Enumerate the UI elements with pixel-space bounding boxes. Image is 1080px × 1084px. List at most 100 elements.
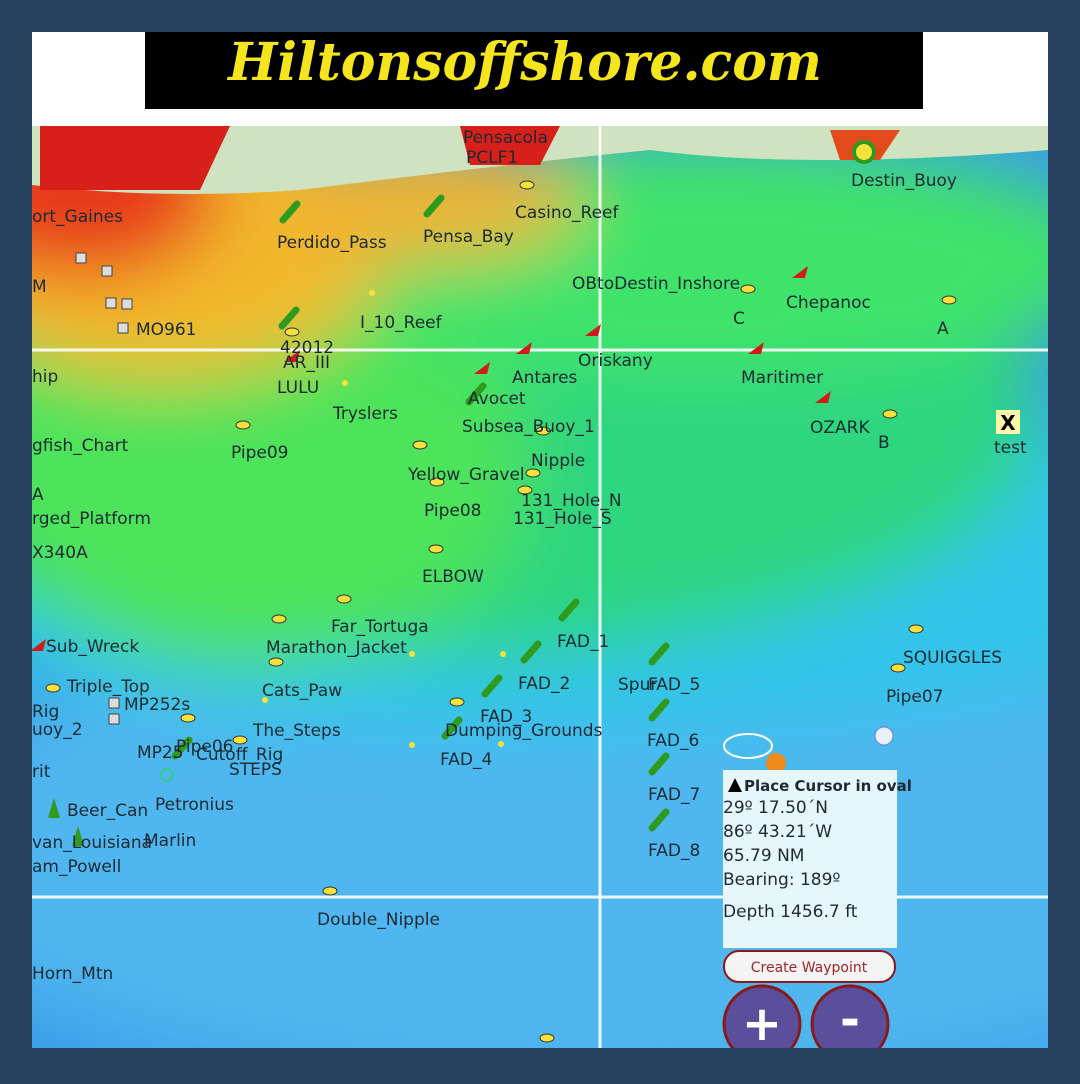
map-label: Cutoff_Rig (196, 745, 283, 765)
map-label: 42012 (280, 338, 334, 358)
wreck-icon (748, 342, 764, 354)
zoom-in-button[interactable]: + (722, 984, 802, 1062)
platform-icon (108, 697, 120, 709)
info-latitude: 29º 17.50´N (723, 798, 828, 818)
fish-icon (428, 544, 444, 554)
map-label: Pipe09 (231, 443, 288, 463)
test-marker: X (1000, 411, 1016, 435)
lure-icon (441, 716, 463, 740)
fish-icon (284, 327, 300, 337)
info-bearing: Bearing: 189º (723, 870, 840, 890)
map-label: Pensa_Bay (423, 227, 514, 247)
fish-icon (525, 468, 541, 478)
map-label: FAD_7 (648, 785, 700, 805)
map-label: SQUIGGLES (903, 648, 1002, 668)
fish-icon (412, 440, 428, 450)
map-label: FAD_6 (647, 731, 699, 751)
map-label: A (32, 485, 44, 505)
fish-icon (908, 624, 924, 634)
map-label: MP25 (137, 743, 184, 763)
map-label: Avocet (468, 389, 526, 409)
point-icon (369, 290, 375, 296)
lure-icon (648, 642, 670, 666)
point-icon (409, 742, 415, 748)
lure-icon (465, 382, 487, 406)
map-label: Far_Tortuga (331, 617, 429, 637)
map-label: Pipe08 (424, 501, 481, 521)
fish-icon (535, 426, 551, 436)
fish-icon (235, 420, 251, 430)
fish-icon (268, 657, 284, 667)
create-waypoint-button[interactable]: Create Waypoint (723, 950, 896, 983)
fish-icon (890, 663, 906, 673)
map-label: Beer_Can (67, 801, 148, 821)
marker-icon (160, 768, 174, 782)
fish-icon (740, 284, 756, 294)
map-label: M (32, 277, 47, 297)
lure-icon (171, 736, 193, 760)
map-label: gfish_Chart (32, 436, 129, 456)
map-label: Petronius (155, 795, 234, 815)
map-label: Cats_Paw (262, 681, 342, 701)
map-label: ELBOW (422, 567, 484, 587)
map-label: Destin_Buoy (851, 171, 957, 191)
map-label: C (733, 309, 745, 329)
lure-icon (558, 598, 580, 622)
map-label: OBtoDestin_Inshore (572, 274, 740, 294)
fish-icon (429, 477, 445, 487)
lure-icon (520, 640, 542, 664)
platform-icon (75, 252, 87, 264)
map-label: FAD_3 (480, 707, 532, 727)
map-label: Rig (32, 702, 59, 722)
map-label: 131_Hole_N (521, 491, 622, 511)
platform-icon (121, 298, 133, 310)
lure-icon (648, 752, 670, 776)
point-icon (500, 651, 506, 657)
wreck-icon (585, 324, 601, 336)
lure-icon (278, 306, 300, 330)
map-label: I_10_Reef (360, 313, 443, 333)
map-label: MO961 (136, 320, 197, 340)
map-label: Chepanoc (786, 293, 871, 313)
map-label: AR_III (283, 353, 330, 373)
map-label: FAD_5 (648, 675, 700, 695)
map-label: B (878, 433, 890, 453)
map-label: Oriskany (578, 351, 653, 371)
point-icon (409, 651, 415, 657)
wreck-icon (474, 362, 490, 374)
map-label: PCLF1 (466, 148, 518, 168)
point-icon (498, 741, 504, 747)
platform-icon (117, 322, 129, 334)
point-icon (342, 380, 348, 386)
map-label: ort_Gaines (32, 207, 123, 227)
fish-icon (517, 485, 533, 495)
map-label: uoy_2 (32, 720, 83, 740)
map-label: A (937, 319, 949, 339)
map-label: Nipple (531, 451, 585, 471)
fish-icon (322, 886, 338, 896)
info-prompt: Place Cursor in oval (744, 777, 912, 795)
rig-icon (48, 798, 60, 818)
create-waypoint-label: Create Waypoint (751, 960, 868, 976)
map-label: test (994, 438, 1027, 458)
map-label: hip (32, 367, 58, 387)
map-label: Marlin (144, 831, 196, 851)
map-label: Subsea_Buoy_1 (462, 417, 595, 437)
zoom-out-label: - (840, 992, 860, 1048)
zoom-out-button[interactable]: - (810, 984, 890, 1062)
map-label: Perdido_Pass (277, 233, 387, 253)
lure-icon (423, 194, 445, 218)
map-label: Spur (618, 675, 657, 695)
fish-icon (941, 295, 957, 305)
lure-icon (481, 674, 503, 698)
map-label: Pipe07 (886, 687, 943, 707)
map-label: Antares (512, 368, 578, 388)
platform-icon (105, 297, 117, 309)
zoom-in-label: + (742, 996, 782, 1052)
map-label: Double_Nipple (317, 910, 440, 930)
map-label: Yellow_Gravel (407, 465, 525, 485)
map-label: FAD_4 (440, 750, 492, 770)
map-label: STEPS (229, 760, 282, 780)
wreck-icon (516, 342, 532, 354)
